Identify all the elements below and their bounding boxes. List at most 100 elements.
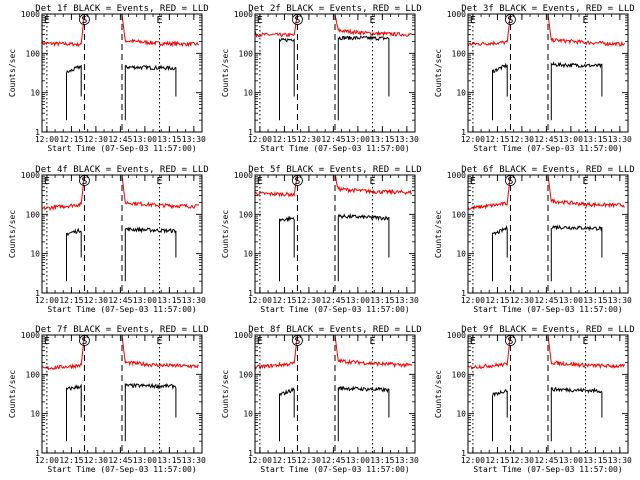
x-axis-label: Start Time (07-Sep-03 11:57:00) <box>260 144 409 153</box>
lld-series-line <box>547 335 626 370</box>
x-tick-label: 13:00 <box>559 296 583 305</box>
time-marker-label: E <box>370 176 376 187</box>
x-tick-label: 12:15 <box>485 296 509 305</box>
x-tick-label: 12:30 <box>84 135 108 144</box>
y-tick-label: 10 <box>243 89 253 98</box>
y-tick-label: 10 <box>30 410 40 419</box>
time-marker-label: E <box>470 15 476 26</box>
panel-title: Det 2f BLACK = Events, RED = LLD <box>248 4 421 14</box>
events-series-line <box>550 224 603 282</box>
time-marker-label: E <box>583 15 589 26</box>
panel-title: Det 4f BLACK = Events, RED = LLD <box>35 165 208 175</box>
x-tick-label: 13:00 <box>133 456 157 465</box>
x-tick-label: 13:30 <box>608 456 632 465</box>
events-series-line <box>66 383 82 442</box>
time-marker-label: S <box>294 336 300 347</box>
x-axis-label: Start Time (07-Sep-03 11:57:00) <box>473 465 622 474</box>
y-tick-label: 1 <box>461 289 466 298</box>
y-tick-label: 1000 <box>234 171 253 180</box>
y-tick-label: 1000 <box>447 331 466 340</box>
y-tick-label: 10 <box>243 410 253 419</box>
y-tick-label: 1000 <box>21 171 40 180</box>
y-axis-label: Counts/sec <box>8 210 17 258</box>
time-marker-label: S <box>81 176 87 187</box>
x-tick-label: 13:30 <box>608 135 632 144</box>
x-tick-label: 12:00 <box>248 135 272 144</box>
x-tick-label: 13:15 <box>583 296 607 305</box>
y-tick-label: 100 <box>26 210 41 219</box>
plot-frame <box>41 334 203 454</box>
events-series-line <box>550 386 603 442</box>
time-marker-label: S <box>81 336 87 347</box>
x-tick-label: 12:45 <box>108 296 132 305</box>
y-tick-label: 100 <box>239 370 254 379</box>
plot-area <box>42 14 200 121</box>
y-tick-label: 1 <box>461 449 466 458</box>
plot-area <box>255 335 413 442</box>
panel-det-9: Det 9f BLACK = Events, RED = LLD Counts/s… <box>434 325 635 474</box>
x-tick-label: 12:30 <box>297 296 321 305</box>
y-tick-label: 100 <box>452 49 467 58</box>
events-series-line <box>550 61 603 121</box>
plot-area <box>468 14 626 121</box>
lld-series-line <box>42 335 85 371</box>
panel-det-6: Det 6f BLACK = Events, RED = LLD Counts/s… <box>434 165 635 314</box>
x-tick-label: 12:45 <box>321 296 345 305</box>
y-tick-label: 100 <box>26 370 41 379</box>
y-tick-label: 100 <box>452 210 467 219</box>
lld-series-line <box>121 335 199 369</box>
plot-frame <box>41 174 203 294</box>
y-axis-label: Counts/sec <box>434 49 443 97</box>
time-marker-label: S <box>81 15 87 26</box>
plot-area <box>468 175 625 282</box>
x-tick-label: 12:00 <box>35 456 59 465</box>
y-tick-label: 1 <box>248 128 253 137</box>
y-axis-label: Counts/sec <box>8 370 17 418</box>
x-tick-label: 13:00 <box>559 456 583 465</box>
time-marker-label: E <box>257 176 263 187</box>
x-tick-label: 12:00 <box>461 456 485 465</box>
panel-det-3: Det 3f BLACK = Events, RED = LLD Counts/s… <box>434 4 635 153</box>
x-tick-label: 12:30 <box>510 135 534 144</box>
panel-det-4: Det 4f BLACK = Events, RED = LLD Counts/s… <box>8 165 209 314</box>
events-series-line <box>124 64 177 121</box>
x-tick-label: 13:30 <box>395 135 419 144</box>
y-tick-label: 1000 <box>21 331 40 340</box>
y-tick-label: 1000 <box>21 10 40 19</box>
x-tick-label: 13:00 <box>559 135 583 144</box>
plot-frame <box>254 334 416 454</box>
y-tick-label: 1000 <box>234 331 253 340</box>
panel-title: Det 8f BLACK = Events, RED = LLD <box>248 325 421 335</box>
events-series-line <box>492 388 508 442</box>
x-tick-label: 12:45 <box>108 135 132 144</box>
events-series-line <box>337 35 390 121</box>
panel-title: Det 7f BLACK = Events, RED = LLD <box>35 325 208 335</box>
y-axis-label: Counts/sec <box>221 370 230 418</box>
panel-det-8: Det 8f BLACK = Events, RED = LLD Counts/s… <box>221 325 422 474</box>
x-tick-label: 12:00 <box>35 296 59 305</box>
panel-title: Det 6f BLACK = Events, RED = LLD <box>461 165 634 175</box>
y-tick-label: 1 <box>35 128 40 137</box>
plot-frame <box>41 13 203 133</box>
x-tick-label: 12:30 <box>297 135 321 144</box>
y-tick-label: 100 <box>452 370 467 379</box>
time-marker-label: E <box>257 15 263 26</box>
time-marker-label: E <box>157 336 163 347</box>
x-tick-label: 12:45 <box>321 456 345 465</box>
x-tick-label: 13:15 <box>370 456 394 465</box>
time-marker-label: E <box>44 336 50 347</box>
x-tick-label: 12:30 <box>84 456 108 465</box>
x-tick-label: 13:00 <box>346 456 370 465</box>
x-tick-label: 12:30 <box>510 456 534 465</box>
time-marker-label: S <box>507 336 513 347</box>
x-tick-label: 13:30 <box>182 456 206 465</box>
x-tick-label: 13:00 <box>133 135 157 144</box>
panel-det-7: Det 7f BLACK = Events, RED = LLD Counts/s… <box>8 325 209 474</box>
x-tick-label: 13:30 <box>182 135 206 144</box>
time-marker-label: E <box>44 15 50 26</box>
y-tick-label: 10 <box>30 250 40 259</box>
x-axis-label: Start Time (07-Sep-03 11:57:00) <box>473 305 622 314</box>
y-tick-label: 10 <box>456 89 466 98</box>
x-tick-label: 13:00 <box>346 296 370 305</box>
plot-frame <box>467 13 629 133</box>
